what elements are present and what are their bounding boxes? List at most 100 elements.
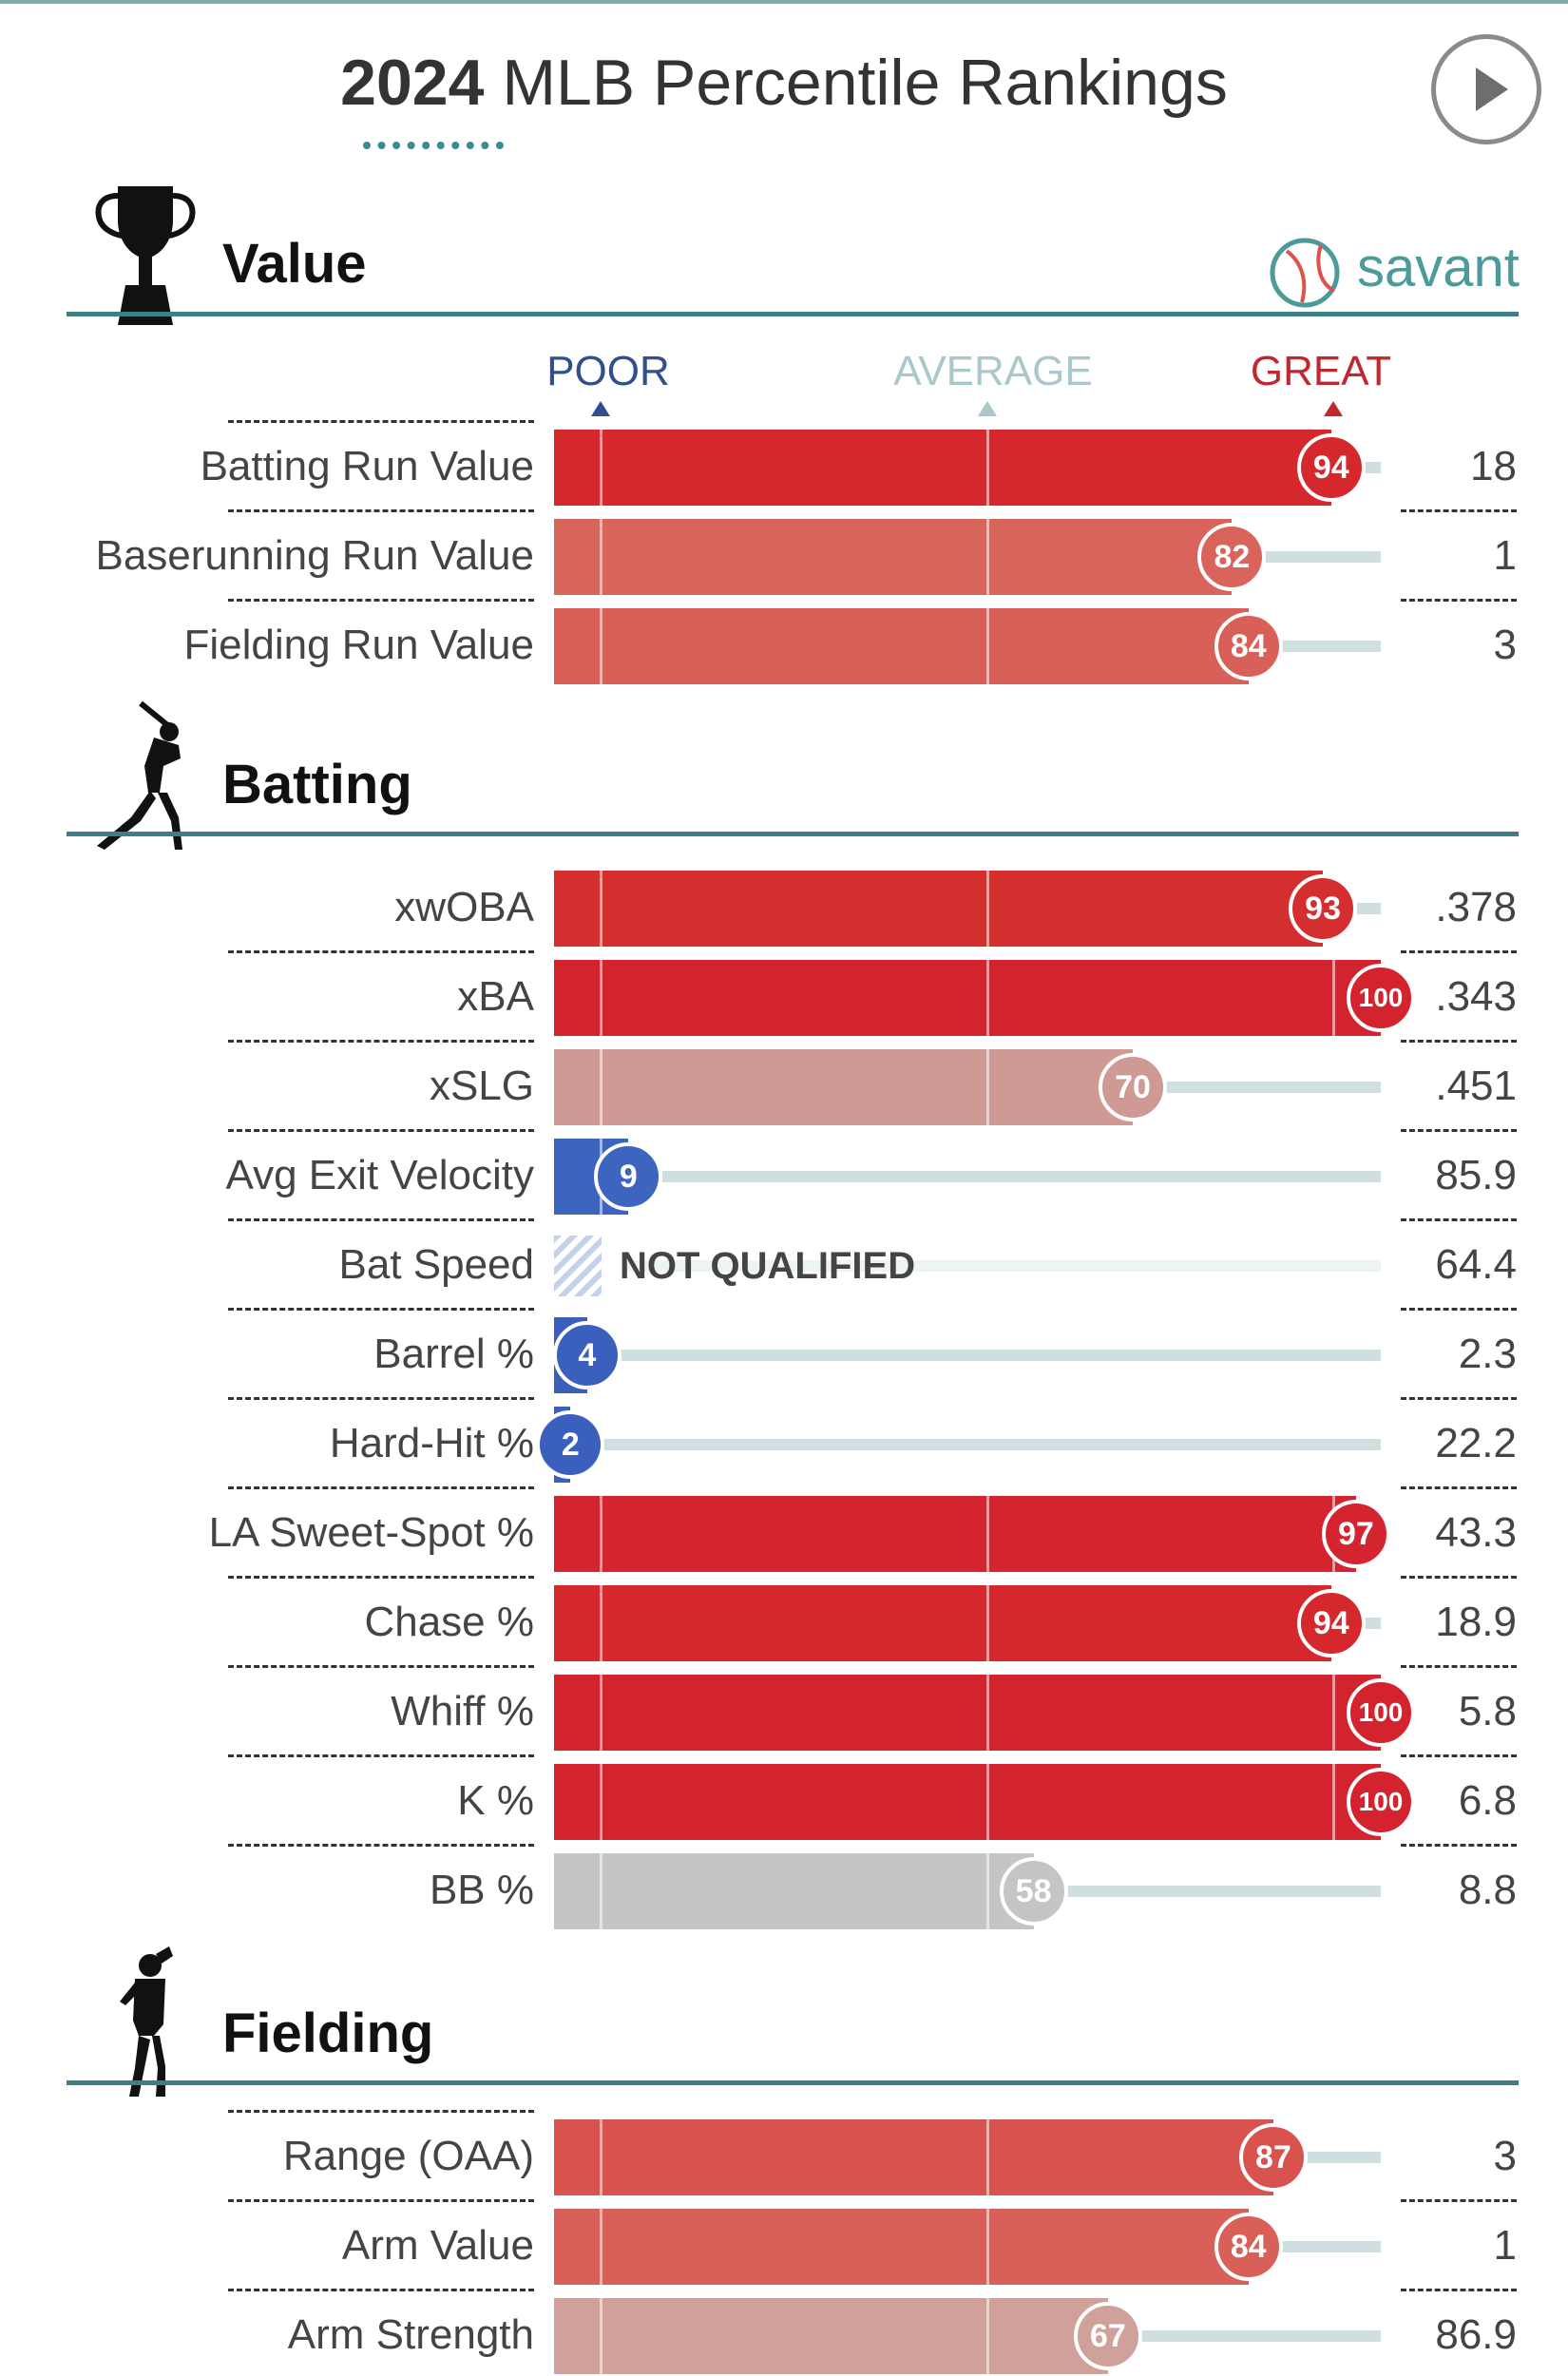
fielder-silhouette-icon	[120, 1946, 173, 2097]
metric-value: .378	[1435, 884, 1517, 930]
row-separator-left	[228, 2110, 534, 2113]
row-separator-left	[228, 420, 534, 423]
average-guide-line	[986, 871, 989, 947]
row-separator-right	[1401, 1486, 1517, 1489]
percentile-badge: 2	[536, 1410, 605, 1479]
row-separator-left	[228, 1397, 534, 1400]
metric-value: 6.8	[1458, 1777, 1517, 1824]
scale-great-label: GREAT	[1250, 348, 1392, 394]
section-title-fielding: Fielding	[222, 2002, 434, 2064]
row-separator-right	[1401, 1754, 1517, 1757]
percentile-badge: 94	[1296, 433, 1366, 502]
percentile-track	[586, 1350, 1381, 1361]
percentile-track	[627, 1260, 1381, 1272]
poor-guide-line	[600, 608, 602, 684]
percentile-track	[1033, 1886, 1381, 1897]
metric-value: 3	[1493, 622, 1517, 668]
percentile-badge: 87	[1238, 2123, 1308, 2192]
percentile-bar	[554, 2119, 1273, 2195]
section-rule-batting	[67, 832, 1519, 836]
average-guide-line	[986, 2298, 989, 2374]
percentile-bar	[554, 519, 1233, 595]
percentile-bar	[554, 2209, 1249, 2285]
metric-value: 3	[1493, 2133, 1517, 2179]
metric-value: .343	[1435, 973, 1517, 1020]
metric-label: Range (OAA)	[282, 2133, 534, 2179]
metric-value: 43.3	[1435, 1509, 1517, 1556]
not-qualified-hatch	[554, 1236, 602, 1296]
row-separator-right	[1401, 1844, 1517, 1847]
percentile-bar	[554, 1764, 1381, 1840]
poor-guide-line	[600, 2119, 602, 2195]
metric-label: Batting Run Value	[200, 443, 534, 489]
poor-guide-line	[600, 2298, 602, 2374]
poor-guide-line	[600, 2209, 602, 2285]
percentile-badge: 82	[1197, 523, 1267, 591]
row-separator-right	[1401, 1397, 1517, 1400]
average-guide-line	[986, 608, 989, 684]
metric-value: 64.4	[1435, 1241, 1517, 1288]
average-guide-line	[986, 1496, 989, 1572]
not-qualified-label: NOT QUALIFIED	[620, 1245, 916, 1287]
percentile-badge: 100	[1347, 964, 1415, 1032]
average-guide-line	[986, 1049, 989, 1125]
metric-label: xwOBA	[394, 884, 534, 930]
title-text: MLB Percentile Rankings	[484, 47, 1228, 119]
metric-value: 22.2	[1435, 1420, 1517, 1466]
percentile-badge: 93	[1289, 874, 1358, 943]
percentile-bar	[554, 871, 1324, 947]
metric-label: xBA	[457, 973, 534, 1020]
row-separator-left	[228, 2289, 534, 2291]
row-separator-left	[228, 2199, 534, 2202]
metric-label: Fielding Run Value	[183, 622, 534, 668]
poor-marker-icon	[591, 401, 610, 416]
title-year: 2024	[340, 47, 485, 119]
percentile-badge: 97	[1321, 1500, 1390, 1568]
percentile-badge: 84	[1214, 2213, 1283, 2281]
average-marker-icon	[978, 401, 997, 416]
row-separator-right	[1401, 509, 1517, 512]
poor-guide-line	[600, 430, 602, 506]
metric-label: K %	[457, 1777, 534, 1824]
row-separator-right	[1401, 2289, 1517, 2291]
great-guide-line	[1332, 1764, 1335, 1840]
metric-label: Baserunning Run Value	[95, 532, 534, 579]
average-guide-line	[986, 2119, 989, 2195]
percentile-badge: 9	[594, 1142, 663, 1211]
row-separator-right	[1401, 1576, 1517, 1579]
scale-average-label: AVERAGE	[893, 348, 1093, 394]
average-guide-line	[986, 1764, 989, 1840]
percentile-bar	[554, 1496, 1356, 1572]
row-separator-left	[228, 1308, 534, 1311]
average-guide-line	[986, 960, 989, 1036]
batter-silhouette-icon	[97, 700, 182, 850]
row-separator-right	[1401, 1308, 1517, 1311]
metric-label: Avg Exit Velocity	[225, 1152, 534, 1198]
percentile-bar	[554, 2298, 1108, 2374]
metric-value: 85.9	[1435, 1152, 1517, 1198]
percentile-track	[570, 1439, 1381, 1450]
metric-value: 5.8	[1458, 1688, 1517, 1734]
metric-label: Barrel %	[373, 1331, 534, 1377]
row-separator-left	[228, 509, 534, 512]
row-separator-right	[1401, 1040, 1517, 1043]
row-separator-left	[228, 1486, 534, 1489]
row-separator-left	[228, 599, 534, 602]
metric-label: Arm Value	[341, 2222, 534, 2269]
row-separator-left	[228, 1665, 534, 1668]
metric-label: Bat Speed	[338, 1241, 535, 1288]
top-divider	[0, 0, 1568, 4]
row-separator-left	[228, 1218, 534, 1221]
metric-label: BB %	[429, 1867, 534, 1913]
row-separator-left	[228, 1844, 534, 1847]
great-guide-line	[1332, 960, 1335, 1036]
percentile-badge: 84	[1214, 612, 1283, 680]
row-separator-left	[228, 950, 534, 953]
metric-value: 2.3	[1458, 1331, 1517, 1377]
row-separator-left	[228, 1576, 534, 1579]
play-button[interactable]	[1431, 34, 1541, 144]
metric-value: 18	[1470, 443, 1517, 489]
poor-guide-line	[600, 1049, 602, 1125]
great-marker-icon	[1324, 401, 1343, 416]
baseball-logo-icon	[1270, 238, 1340, 308]
